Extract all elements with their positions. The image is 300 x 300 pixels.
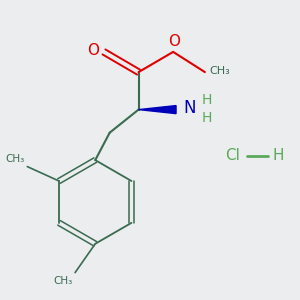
- Polygon shape: [139, 106, 176, 114]
- Text: H: H: [202, 111, 212, 125]
- Text: CH₃: CH₃: [209, 66, 230, 76]
- Text: H: H: [273, 148, 284, 163]
- Text: O: O: [169, 34, 181, 49]
- Text: O: O: [88, 43, 100, 58]
- Text: CH₃: CH₃: [53, 275, 72, 286]
- Text: N: N: [183, 99, 196, 117]
- Text: Cl: Cl: [225, 148, 240, 163]
- Text: H: H: [202, 92, 212, 106]
- Text: CH₃: CH₃: [5, 154, 24, 164]
